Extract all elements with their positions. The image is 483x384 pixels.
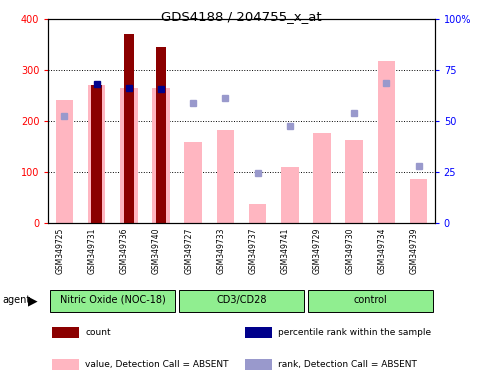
Text: GSM349734: GSM349734 <box>377 228 386 275</box>
Bar <box>245 327 272 338</box>
Bar <box>91 85 102 223</box>
Bar <box>281 167 298 223</box>
Text: percentile rank within the sample: percentile rank within the sample <box>278 328 431 337</box>
Bar <box>120 88 138 223</box>
Bar <box>88 85 105 223</box>
Bar <box>345 140 363 223</box>
Bar <box>378 61 395 223</box>
Text: value, Detection Call = ABSENT: value, Detection Call = ABSENT <box>85 360 228 369</box>
Bar <box>50 290 175 312</box>
Bar <box>56 99 73 223</box>
Text: GSM349736: GSM349736 <box>120 228 129 275</box>
Text: agent: agent <box>2 295 30 306</box>
Bar <box>52 359 79 370</box>
Text: GSM349725: GSM349725 <box>56 228 64 274</box>
Bar <box>52 327 79 338</box>
Bar <box>216 130 234 223</box>
Bar <box>179 290 304 312</box>
Bar <box>152 88 170 223</box>
Text: GSM349739: GSM349739 <box>410 228 419 275</box>
Text: GSM349731: GSM349731 <box>87 228 97 274</box>
Text: CD3/CD28: CD3/CD28 <box>216 295 267 305</box>
Text: GDS4188 / 204755_x_at: GDS4188 / 204755_x_at <box>161 10 322 23</box>
Text: GSM349741: GSM349741 <box>281 228 290 274</box>
Text: GSM349727: GSM349727 <box>184 228 193 274</box>
Text: GSM349733: GSM349733 <box>216 228 226 275</box>
Bar <box>124 35 134 223</box>
Text: GSM349729: GSM349729 <box>313 228 322 274</box>
Text: GSM349737: GSM349737 <box>249 228 257 275</box>
Bar <box>308 290 433 312</box>
Bar <box>185 142 202 223</box>
Text: count: count <box>85 328 111 337</box>
Text: GSM349740: GSM349740 <box>152 228 161 275</box>
Text: Nitric Oxide (NOC-18): Nitric Oxide (NOC-18) <box>60 295 166 305</box>
Bar <box>313 132 331 223</box>
Bar <box>245 359 272 370</box>
Text: control: control <box>354 295 387 305</box>
Bar <box>249 204 267 223</box>
Bar <box>156 47 166 223</box>
Bar <box>410 179 427 223</box>
Text: ▶: ▶ <box>28 294 38 307</box>
Text: GSM349730: GSM349730 <box>345 228 354 275</box>
Text: rank, Detection Call = ABSENT: rank, Detection Call = ABSENT <box>278 360 417 369</box>
